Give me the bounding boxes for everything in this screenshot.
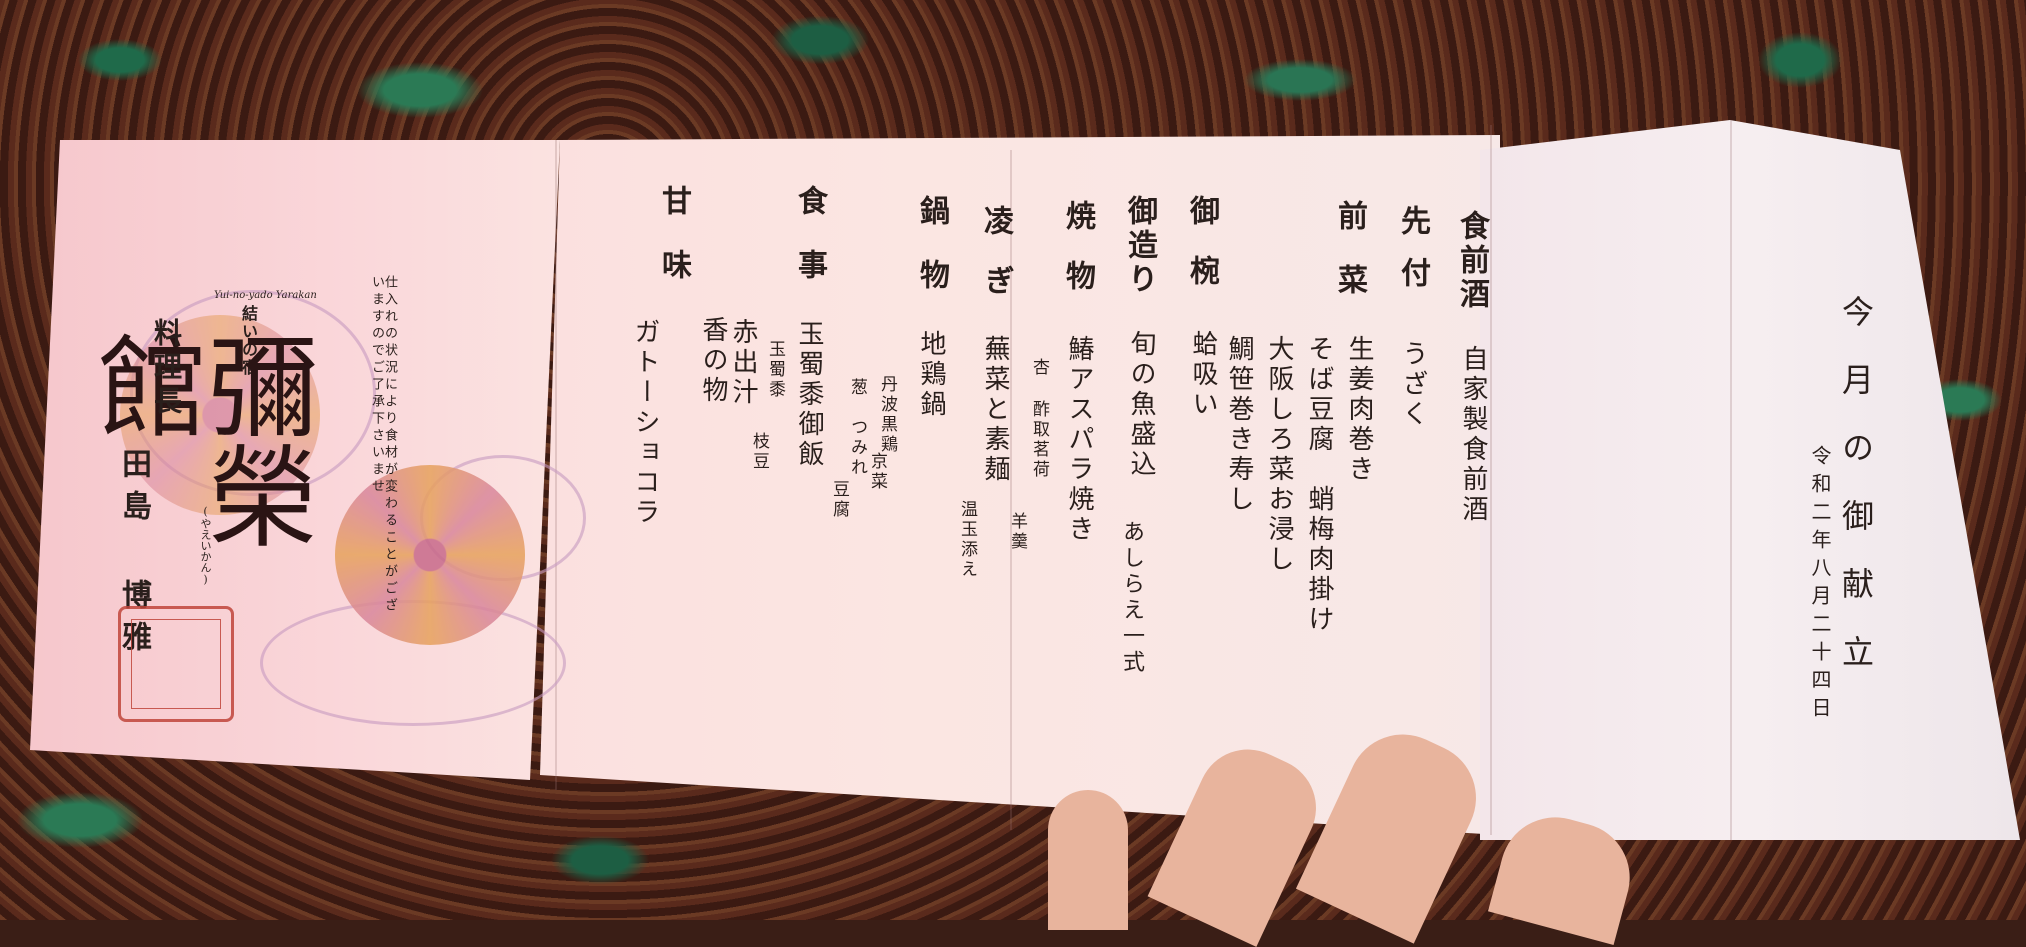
fold-line bbox=[1730, 120, 1732, 840]
dish-otsukuri-2: あしらえ一式 bbox=[1119, 520, 1144, 676]
dish-nabemono-item-5: 豆腐 bbox=[829, 480, 849, 520]
fold-line bbox=[1010, 150, 1012, 830]
temari-ball-decoration bbox=[335, 465, 525, 645]
fold-line bbox=[1490, 125, 1492, 835]
dish-shokuji-item-1: 玉蜀黍 bbox=[765, 340, 785, 400]
dish-zensai-4: 鯛笹巻き寿し bbox=[1224, 335, 1254, 515]
dish-sakizuke: うざく bbox=[1398, 340, 1428, 430]
menu-date: 令和二年八月二十四日 bbox=[1808, 445, 1832, 725]
dish-nabemono-item-1: 丹波黒鶏 bbox=[877, 375, 897, 455]
course-yakimono: 焼物 bbox=[1060, 200, 1095, 320]
course-zensai: 前菜 bbox=[1332, 200, 1367, 328]
red-seal-stamp bbox=[118, 606, 234, 722]
menu-title: 今月の御献立 bbox=[1837, 295, 1875, 703]
notice-text: 仕入れの状況により食材が変わることがございますのでご了承下さいませ bbox=[369, 275, 397, 615]
finger bbox=[1048, 790, 1128, 930]
dish-shinogi-garnish: 温玉添え bbox=[957, 500, 977, 580]
dish-amami: ガトーショコラ bbox=[630, 318, 660, 528]
chef-title: 料理長 bbox=[150, 318, 183, 420]
inn-romaji: Yui-no-yado Yarakan bbox=[214, 290, 317, 301]
dish-aperitif: 自家製食前酒 bbox=[1458, 345, 1488, 525]
dish-zensai-3: 大阪しろ菜お浸し bbox=[1264, 335, 1294, 575]
dish-shinogi: 蕪菜と素麺 bbox=[980, 335, 1010, 485]
course-sakizuke: 先付 bbox=[1395, 205, 1430, 309]
inn-prefix: 結いの宿 bbox=[239, 305, 258, 377]
menu-right-panel bbox=[1480, 120, 2020, 840]
fold-line bbox=[555, 140, 557, 790]
dish-nabemono-item-4: つみれ bbox=[847, 418, 867, 478]
dish-yakimono: 鰆アスパラ焼き bbox=[1064, 335, 1094, 545]
temari-ball-decoration bbox=[120, 315, 320, 515]
dish-shokuji-item-2: 枝豆 bbox=[749, 432, 769, 472]
inn-reading: (やえいかん) bbox=[199, 505, 212, 586]
menu-card: 今月の御献立 令和二年八月二十四日 食前酒 自家製食前酒 先付 うざく 前菜 生… bbox=[30, 120, 2020, 840]
course-shinogi: 凌ぎ bbox=[978, 205, 1013, 325]
dish-zensai-1: 生姜肉巻き bbox=[1344, 335, 1374, 485]
dish-nabemono: 地鶏鍋 bbox=[916, 330, 946, 420]
course-shokuji: 食事 bbox=[792, 185, 827, 313]
dish-shokuji-3: 香の物 bbox=[698, 316, 728, 406]
course-aperitif: 食前酒 bbox=[1454, 210, 1489, 312]
dish-nabemono-item-2: 京菜 bbox=[867, 452, 887, 492]
menu-middle-panel bbox=[540, 135, 1500, 835]
dish-yakimono-garnish-3: 羊羹 bbox=[1007, 512, 1027, 552]
course-amami: 甘味 bbox=[656, 185, 691, 313]
course-owan: 御椀 bbox=[1184, 195, 1219, 315]
dish-otsukuri-1: 旬の魚盛込 bbox=[1126, 330, 1156, 480]
dish-nabemono-item-3: 葱 bbox=[847, 378, 867, 398]
dish-yakimono-garnish-1: 杏 bbox=[1029, 358, 1049, 378]
course-otsukuri: 御造り bbox=[1122, 195, 1157, 297]
dish-shokuji-1: 玉蜀黍御飯 bbox=[794, 320, 824, 470]
dish-zensai-2: そば豆腐 蛸梅肉掛け bbox=[1304, 335, 1334, 635]
inn-logo-name: 彌榮館 bbox=[79, 330, 317, 550]
chef-name: 田島 博雅 bbox=[116, 448, 151, 663]
dish-shokuji-2: 赤出汁 bbox=[728, 318, 758, 408]
course-nabemono: 鍋物 bbox=[914, 195, 949, 323]
dish-owan: 蛤吸い bbox=[1188, 330, 1218, 420]
dish-yakimono-garnish-2: 酢取茗荷 bbox=[1029, 400, 1049, 480]
